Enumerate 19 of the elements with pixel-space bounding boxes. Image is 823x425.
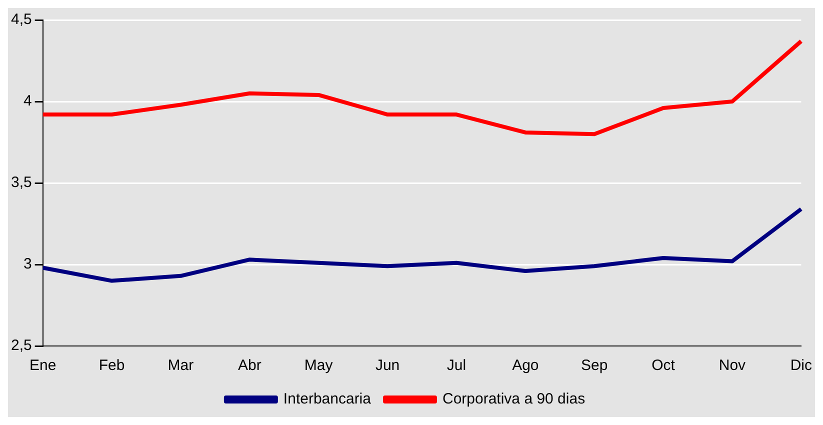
x-tick-label: Mar <box>168 357 194 374</box>
x-tick-label: Dic <box>790 357 812 374</box>
x-tick-label: Abr <box>238 357 262 374</box>
x-tick-label: Oct <box>652 357 676 374</box>
x-tick-label: Ene <box>30 357 56 374</box>
x-tick-label: Jun <box>375 357 400 374</box>
x-tick-label: Ago <box>512 357 539 374</box>
legend-label: Corporativa a 90 dias <box>442 390 586 408</box>
y-tick-label: 2,5 <box>10 337 32 354</box>
x-tick-label: May <box>304 357 334 374</box>
x-tick-label: Jul <box>446 357 466 374</box>
x-tick-label: Nov <box>718 357 746 374</box>
y-tick-label: 3,5 <box>10 174 32 192</box>
x-tick-label: Sep <box>581 357 608 374</box>
y-tick-label: 3 <box>24 256 32 273</box>
legend-label: Interbancaria <box>283 390 372 408</box>
x-tick-label: Feb <box>98 357 125 374</box>
y-tick-label: 4 <box>24 92 32 110</box>
y-tick-label: 4,5 <box>10 11 32 28</box>
